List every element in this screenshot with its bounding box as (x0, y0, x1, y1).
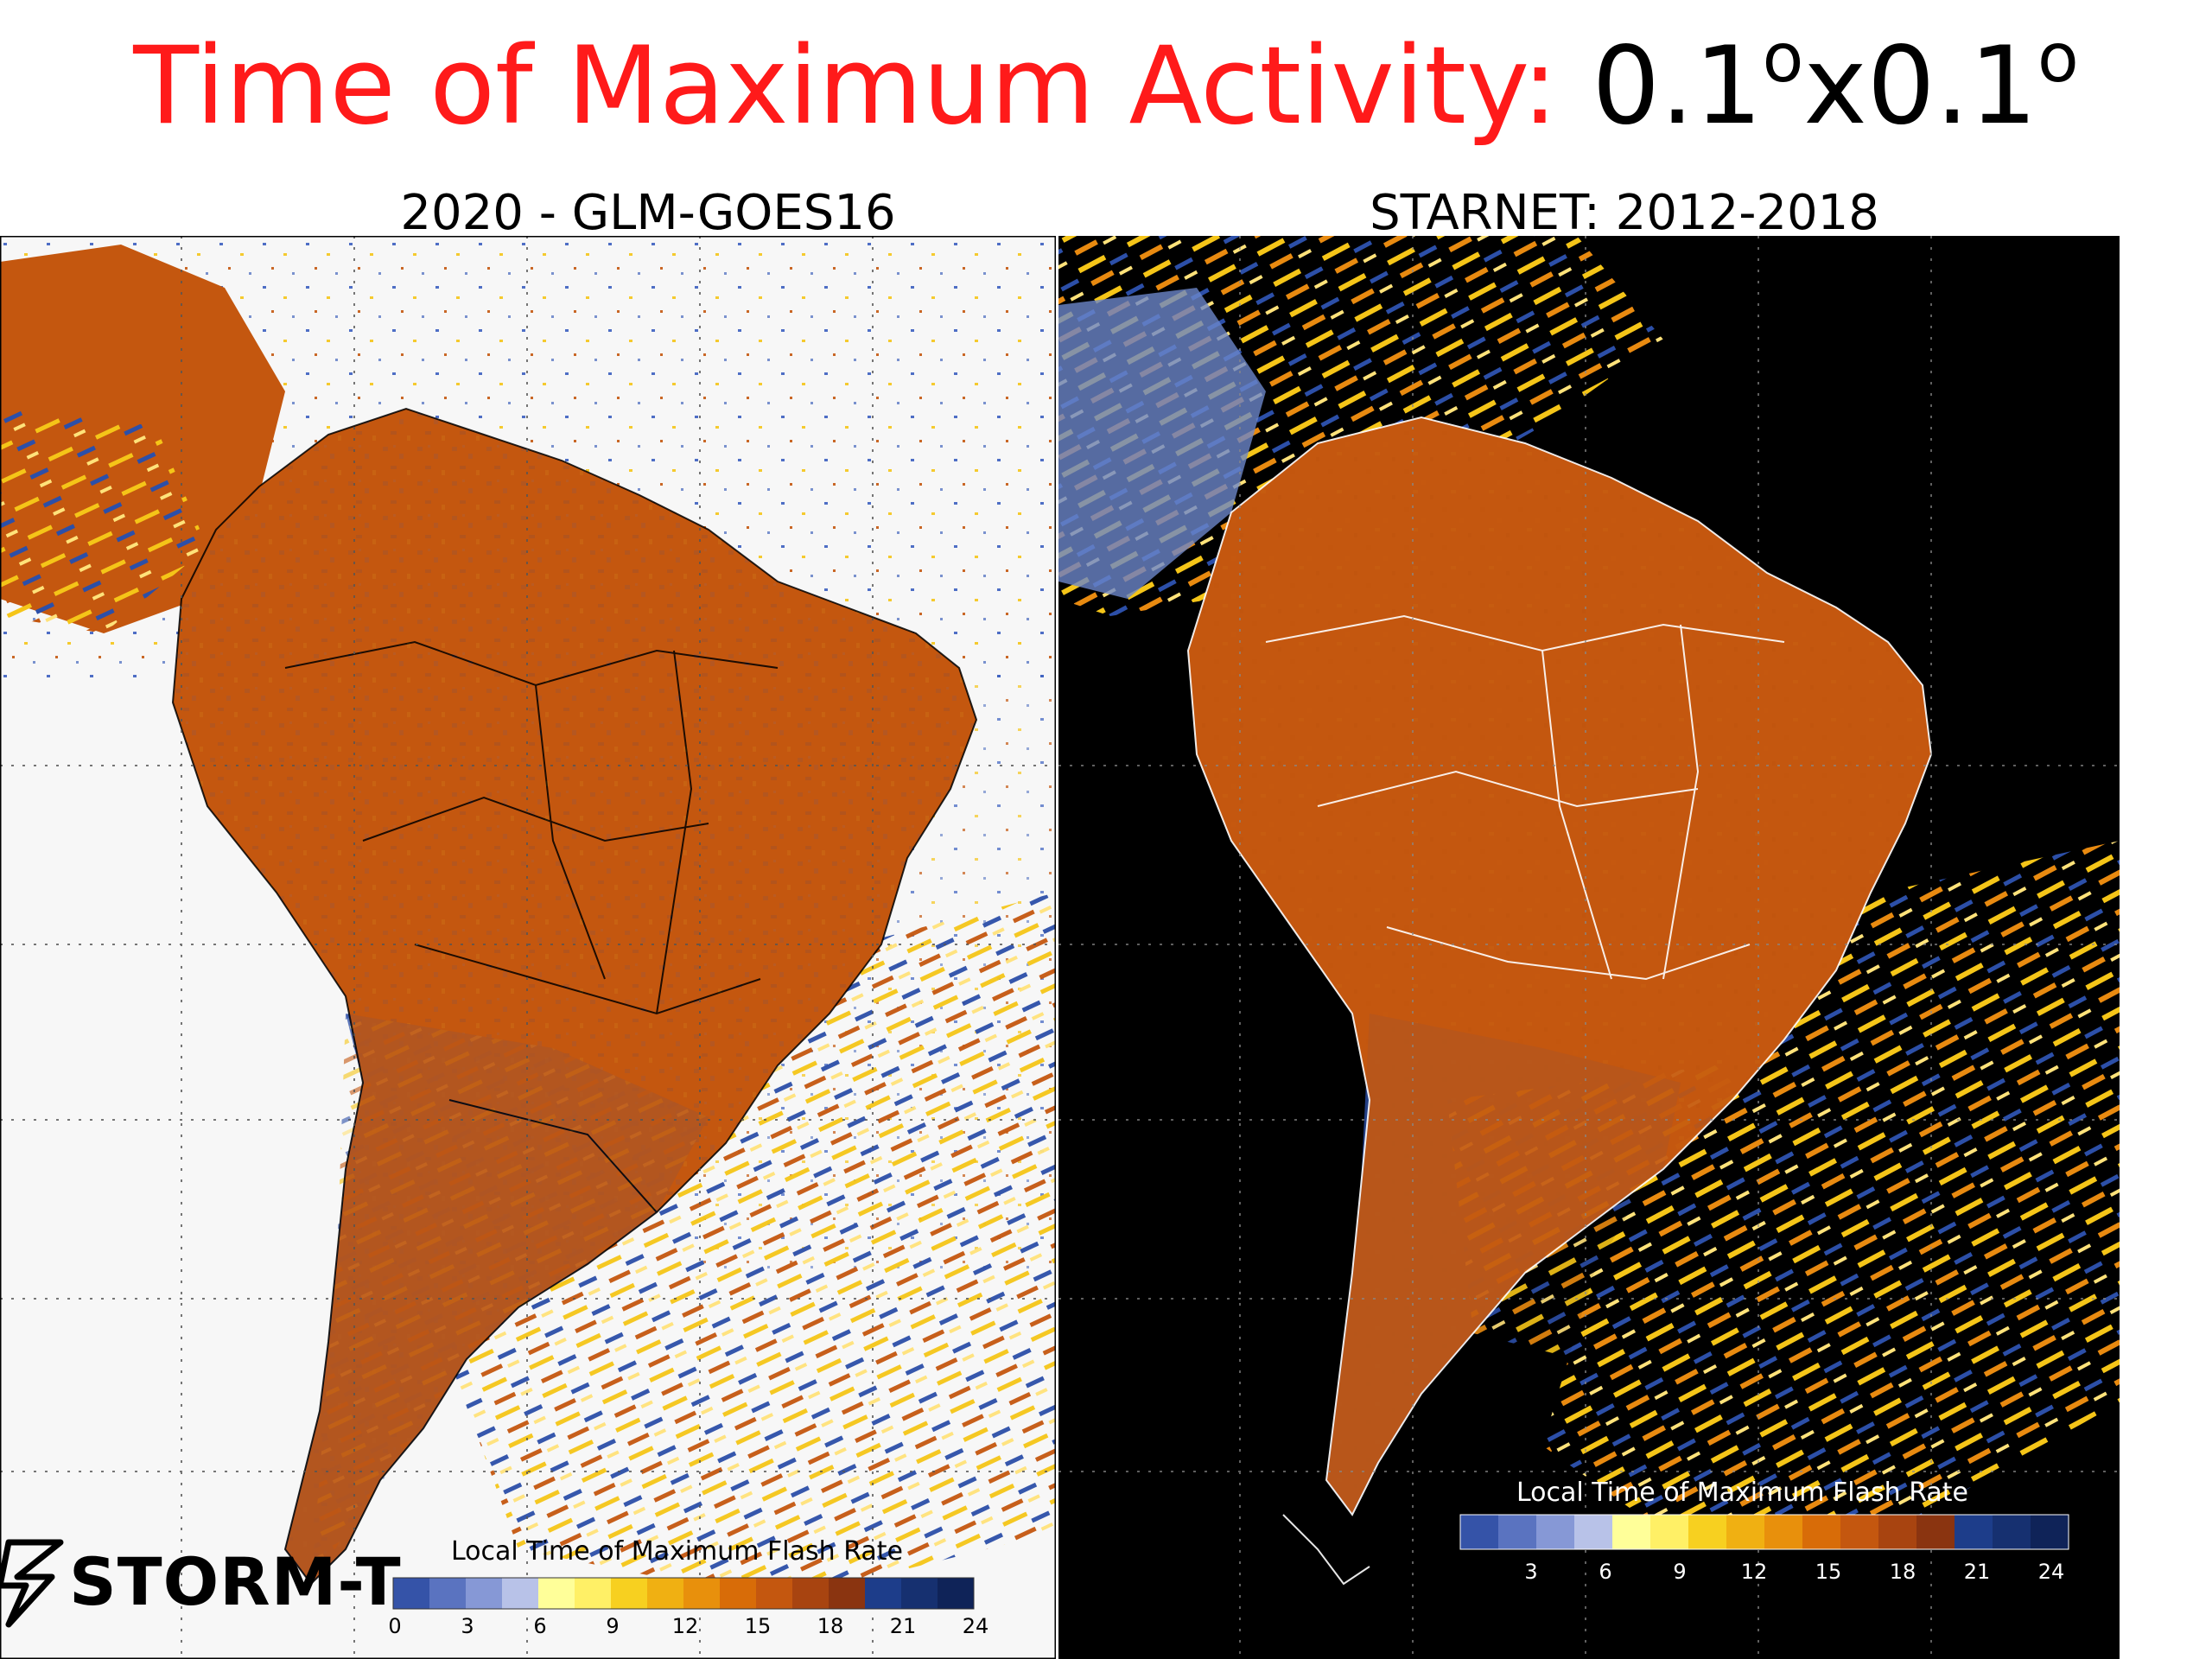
left-panel-title: 2020 - GLM-GOES16 (400, 185, 896, 241)
right-tick: 9 (1673, 1560, 1687, 1584)
right-colorbar (1459, 1514, 2069, 1550)
title-resolution: 0.1ox0.1o (1592, 24, 2078, 149)
left-tick: 15 (744, 1614, 772, 1638)
left-tick: 21 (889, 1614, 917, 1638)
right-tick: 21 (1963, 1560, 1991, 1584)
right-tick: 3 (1524, 1560, 1538, 1584)
left-colorbar (392, 1577, 975, 1610)
title-degree-1: o (1762, 20, 1804, 98)
slide-title: Time of Maximum Activity: 0.1ox0.1o (0, 17, 2212, 156)
right-tick: 24 (2037, 1560, 2065, 1584)
left-map (0, 236, 1056, 1659)
left-tick: 12 (671, 1614, 699, 1638)
left-tick: 24 (962, 1614, 989, 1638)
title-res-1: 0.1 (1592, 24, 1763, 149)
right-panel-title: STARNET: 2012-2018 (1370, 185, 1879, 241)
left-tick: 9 (606, 1614, 620, 1638)
left-tick: 0 (388, 1614, 402, 1638)
left-colorbar-title: Local Time of Maximum Flash Rate (451, 1536, 903, 1567)
right-colorbar-title: Local Time of Maximum Flash Rate (1516, 1478, 1968, 1508)
lightning-icon (0, 1539, 64, 1628)
left-tick: 6 (533, 1614, 547, 1638)
right-tick: 18 (1889, 1560, 1916, 1584)
left-map-panel (0, 236, 1056, 1659)
left-tick: 3 (461, 1614, 474, 1638)
title-res-2: x0.1 (1803, 24, 2037, 149)
right-map (1058, 236, 2120, 1659)
title-red-part: Time of Maximum Activity: (133, 24, 1558, 149)
right-map-panel (1058, 236, 2120, 1659)
title-degree-2: o (2037, 20, 2079, 98)
right-tick: 12 (1740, 1560, 1768, 1584)
right-tick: 15 (1815, 1560, 1842, 1584)
right-tick: 6 (1599, 1560, 1612, 1584)
left-tick: 18 (817, 1614, 844, 1638)
logo-text: STORM-T (69, 1542, 402, 1620)
storm-t-logo: STORM-T (0, 1529, 402, 1633)
